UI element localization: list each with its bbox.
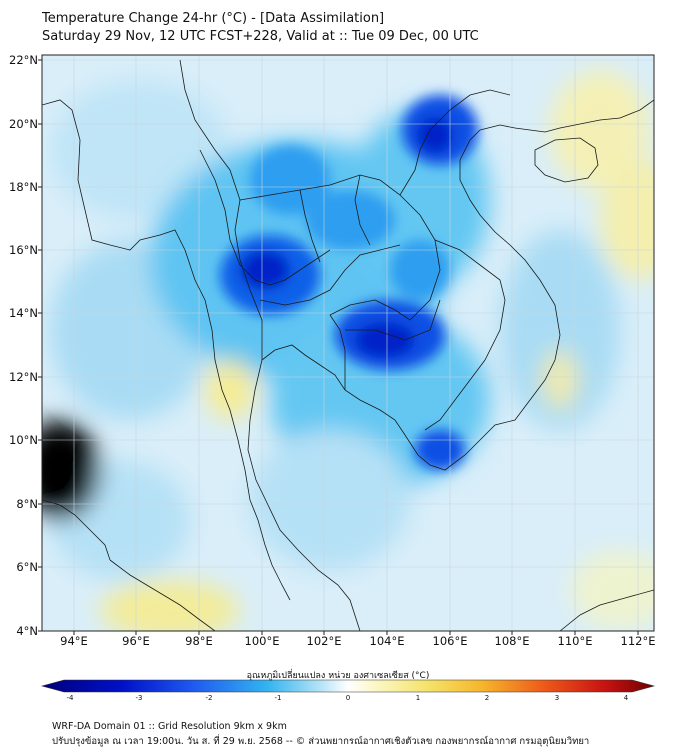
map-title: Temperature Change 24-hr (°C) - [Data As… — [42, 11, 385, 26]
lat-label-4: 4°N — [16, 624, 38, 638]
footer-model-info: WRF-DA Domain 01 :: Grid Resolution 9km … — [52, 721, 287, 732]
colorbar-tick: -2 — [205, 694, 213, 702]
lat-label-10: 10°N — [9, 433, 38, 447]
axis-ticks — [38, 59, 639, 635]
colorbar-tick: -1 — [274, 694, 282, 702]
map-subtitle: Saturday 29 Nov, 12 UTC FCST+228, Valid … — [42, 29, 479, 44]
lon-label-104: 104°E — [369, 634, 405, 648]
lat-label-6: 6°N — [16, 560, 38, 574]
colorbar-tick: -3 — [135, 694, 143, 702]
lat-label-22: 22°N — [9, 53, 38, 67]
lon-label-110: 110°E — [557, 634, 593, 648]
colorbar-label: อุณหภูมิเปลี่ยนแปลง หน่วย องศาเซลเซียส (… — [246, 671, 430, 681]
temperature-field — [42, 55, 654, 631]
lat-label-18: 18°N — [9, 180, 38, 194]
colorbar — [40, 679, 656, 693]
colorbar-tick: 2 — [484, 694, 490, 702]
lon-label-108: 108°E — [494, 634, 530, 648]
footer-update-info: ปรับปรุงข้อมูล ณ เวลา 19:00น. วัน ส. ที่… — [52, 736, 590, 747]
lon-label-98: 98°E — [185, 634, 213, 648]
lon-label-94: 94°E — [60, 634, 88, 648]
lon-label-96: 96°E — [122, 634, 150, 648]
colorbar-tick: 0 — [345, 694, 351, 702]
lon-label-102: 102°E — [306, 634, 342, 648]
lat-label-8: 8°N — [16, 497, 38, 511]
lat-label-20: 20°N — [9, 117, 38, 131]
colorbar-tick: 3 — [554, 694, 560, 702]
coastlines-and-borders — [42, 59, 654, 631]
lon-label-106: 106°E — [432, 634, 468, 648]
colorbar-tick: 4 — [623, 694, 629, 702]
lat-label-14: 14°N — [9, 306, 38, 320]
lat-label-12: 12°N — [9, 370, 38, 384]
colorbar-tick: -4 — [66, 694, 74, 702]
map-frame — [41, 54, 655, 632]
lon-label-112: 112°E — [620, 634, 656, 648]
lat-label-16: 16°N — [9, 243, 38, 257]
lon-label-100: 100°E — [244, 634, 280, 648]
colorbar-tick: 1 — [415, 694, 421, 702]
